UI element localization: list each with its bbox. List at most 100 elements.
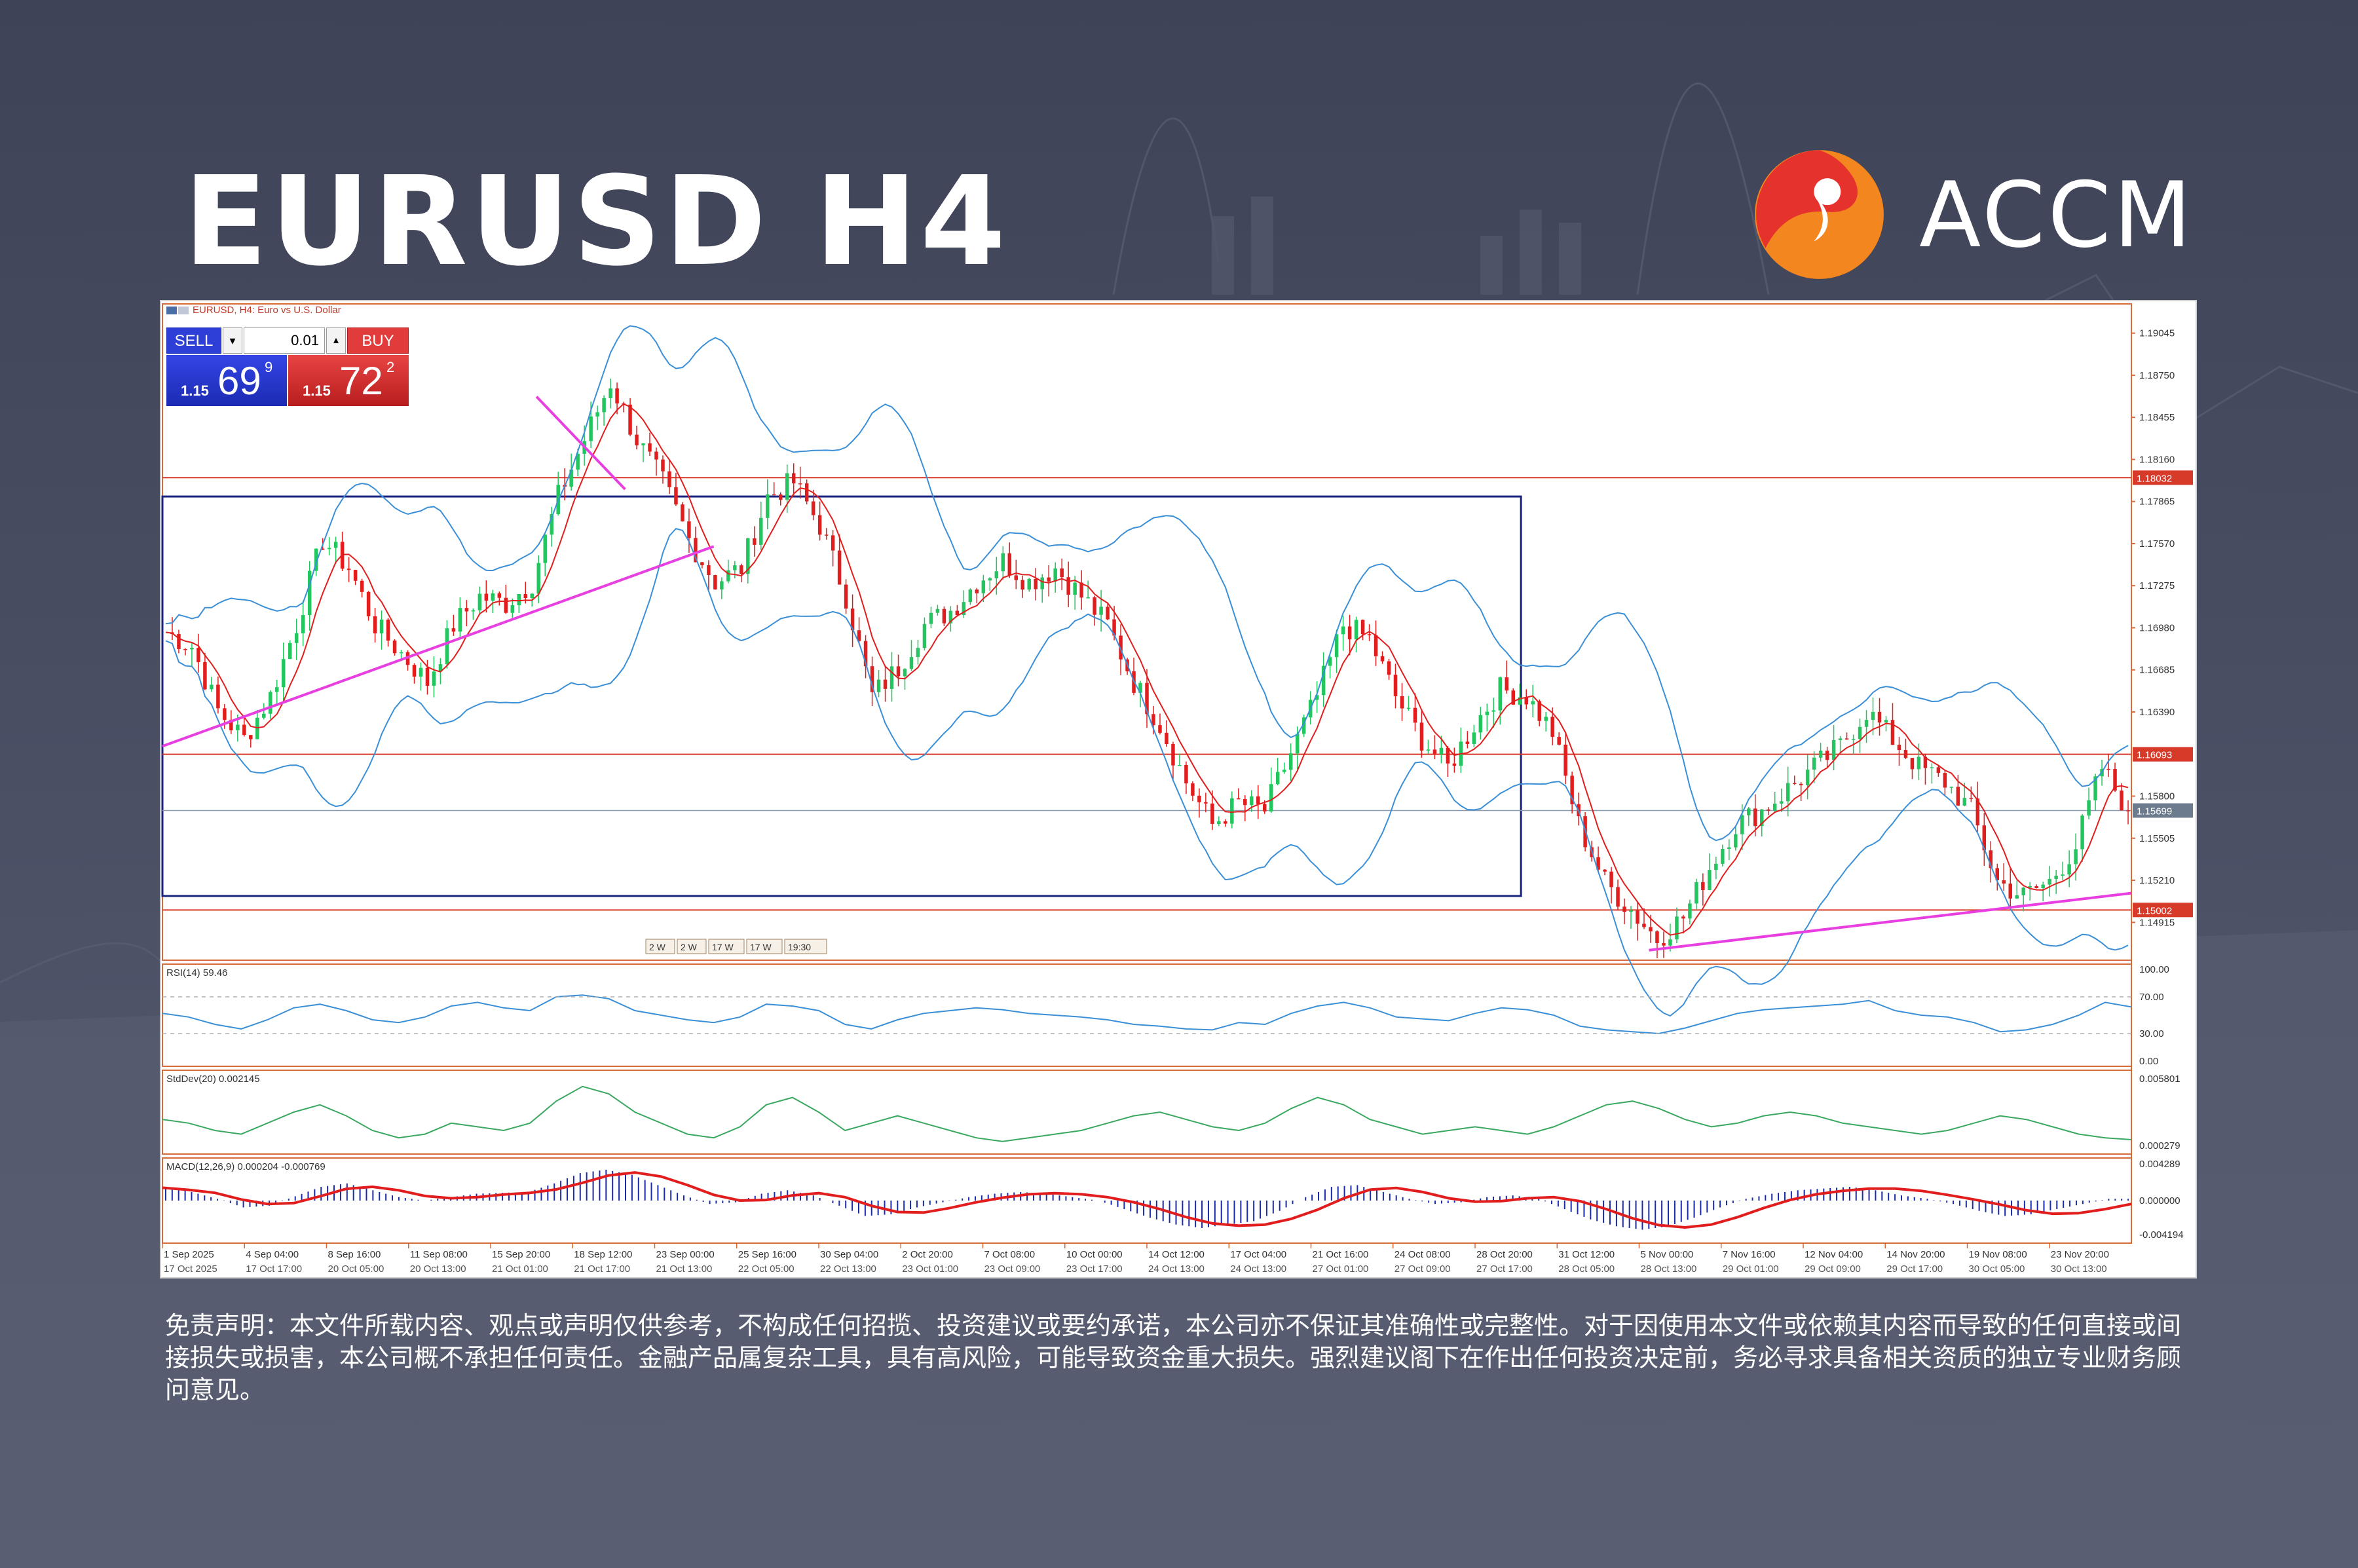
candle-body xyxy=(1079,582,1083,598)
candle-body xyxy=(477,593,482,610)
candle-body xyxy=(550,513,553,535)
candle-body xyxy=(1930,767,1934,768)
period-separator-label: 17 W xyxy=(750,942,772,952)
candle-body xyxy=(1884,720,1888,723)
candle-body xyxy=(1334,634,1339,658)
candle-body xyxy=(458,608,462,632)
candle-body xyxy=(1498,677,1503,711)
candle-body xyxy=(1917,756,1921,770)
candle-body xyxy=(1321,665,1326,696)
price-tick-label: 1.16390 xyxy=(2139,707,2175,718)
buy-button[interactable]: BUY xyxy=(347,327,409,354)
sell-quote[interactable]: 1.15 69 9 xyxy=(166,355,287,406)
candle-body xyxy=(988,578,992,581)
candle-body xyxy=(314,548,318,571)
candle-body xyxy=(1649,927,1653,932)
candle-body xyxy=(1949,787,1954,788)
candle-body xyxy=(785,473,789,500)
candle-body xyxy=(1093,597,1096,615)
candle-body xyxy=(1040,577,1044,589)
rsi-tick-label: 70.00 xyxy=(2139,992,2164,1003)
candle-body xyxy=(1047,577,1051,582)
chart-canvas[interactable]: 1.19045 1.18750 1.18455 1.18160 1.17865 1.175… xyxy=(161,301,2196,1277)
candle-body xyxy=(1237,798,1241,800)
candle-body xyxy=(1537,701,1541,721)
candle-body xyxy=(1818,751,1823,758)
brand-name: ACCM xyxy=(1919,162,2194,268)
candle-body xyxy=(445,628,449,665)
lot-size-input[interactable]: 0.01 xyxy=(244,327,325,354)
candle-body xyxy=(1943,773,1947,788)
candle-body xyxy=(1975,798,1980,826)
symbol-icon xyxy=(166,307,177,314)
rsi-label: RSI(14) 59.46 xyxy=(166,967,227,979)
time-tick-sublabel: 17 Oct 17:00 xyxy=(246,1263,302,1275)
candle-body xyxy=(1825,751,1829,760)
candle-body xyxy=(883,679,888,689)
candle-body xyxy=(307,570,312,616)
candle-body xyxy=(1570,775,1574,804)
candle-body xyxy=(2034,886,2038,889)
candle-body xyxy=(1250,796,1254,806)
candle-body xyxy=(1636,910,1639,924)
candle-body xyxy=(1727,847,1731,849)
time-tick-sublabel: 20 Oct 13:00 xyxy=(410,1263,466,1275)
candle-body xyxy=(2120,790,2124,811)
candle-body xyxy=(275,687,279,692)
candle-body xyxy=(543,534,547,563)
buy-quote[interactable]: 1.15 72 2 xyxy=(288,355,409,406)
candle-body xyxy=(236,724,240,731)
candle-body xyxy=(713,575,717,589)
candle-body xyxy=(772,494,776,496)
candle-body xyxy=(1701,882,1705,890)
period-separator-tag xyxy=(708,939,745,954)
candle-body xyxy=(981,580,986,593)
price-tick-label: 1.18455 xyxy=(2139,412,2175,423)
candle-body xyxy=(1858,726,1862,739)
price-tick-label: 1.15800 xyxy=(2139,791,2175,802)
time-tick-sublabel: 28 Oct 13:00 xyxy=(1641,1263,1697,1275)
candle-body xyxy=(2087,800,2091,816)
candle-body xyxy=(1197,795,1201,802)
candle-body xyxy=(1982,825,1987,851)
candle-body xyxy=(1831,739,1836,760)
candle-body xyxy=(1511,690,1516,705)
candle-body xyxy=(1263,804,1267,812)
time-tick-label: 21 Oct 16:00 xyxy=(1313,1249,1369,1260)
time-tick-label: 1 Sep 2025 xyxy=(164,1249,214,1260)
candle-body xyxy=(1524,697,1528,705)
candle-body xyxy=(1452,763,1457,766)
candle-body xyxy=(1897,745,1901,751)
current-price-label: 1.15699 xyxy=(2137,806,2172,817)
candle-body xyxy=(1772,804,1777,811)
candle-body xyxy=(2106,768,2110,770)
candle-body xyxy=(1282,770,1286,772)
candle-body xyxy=(648,443,652,452)
candle-body xyxy=(1217,821,1221,824)
candle-body xyxy=(451,628,456,632)
chart-window[interactable]: 1.19045 1.18750 1.18455 1.18160 1.17865 1.175… xyxy=(160,300,2197,1279)
time-tick-sublabel: 23 Oct 01:00 xyxy=(902,1263,958,1275)
candle-body xyxy=(536,563,540,594)
time-tick-label: 8 Sep 16:00 xyxy=(328,1249,381,1260)
rsi-tick-label: 30.00 xyxy=(2139,1028,2164,1039)
candle-body xyxy=(1681,916,1685,919)
candle-body xyxy=(269,692,272,714)
candle-body xyxy=(1406,707,1411,709)
price-tick-label: 1.18750 xyxy=(2139,370,2175,381)
candle-body xyxy=(1472,732,1476,744)
candle-body xyxy=(2074,849,2078,865)
lot-increase-icon[interactable]: ▴ xyxy=(326,327,346,354)
candle-body xyxy=(661,459,665,472)
time-tick-label: 11 Sep 08:00 xyxy=(410,1249,468,1260)
time-tick-label: 24 Oct 08:00 xyxy=(1394,1249,1451,1260)
lot-dropdown-icon[interactable]: ▾ xyxy=(223,327,242,354)
candle-body xyxy=(327,548,331,550)
candle-body xyxy=(1007,553,1012,576)
candle-body xyxy=(1020,580,1024,590)
candle-body xyxy=(1269,784,1273,812)
candle-body xyxy=(425,667,430,686)
sell-button[interactable]: SELL xyxy=(166,327,221,354)
candle-body xyxy=(1341,626,1345,635)
time-tick-sublabel: 22 Oct 05:00 xyxy=(738,1263,795,1275)
